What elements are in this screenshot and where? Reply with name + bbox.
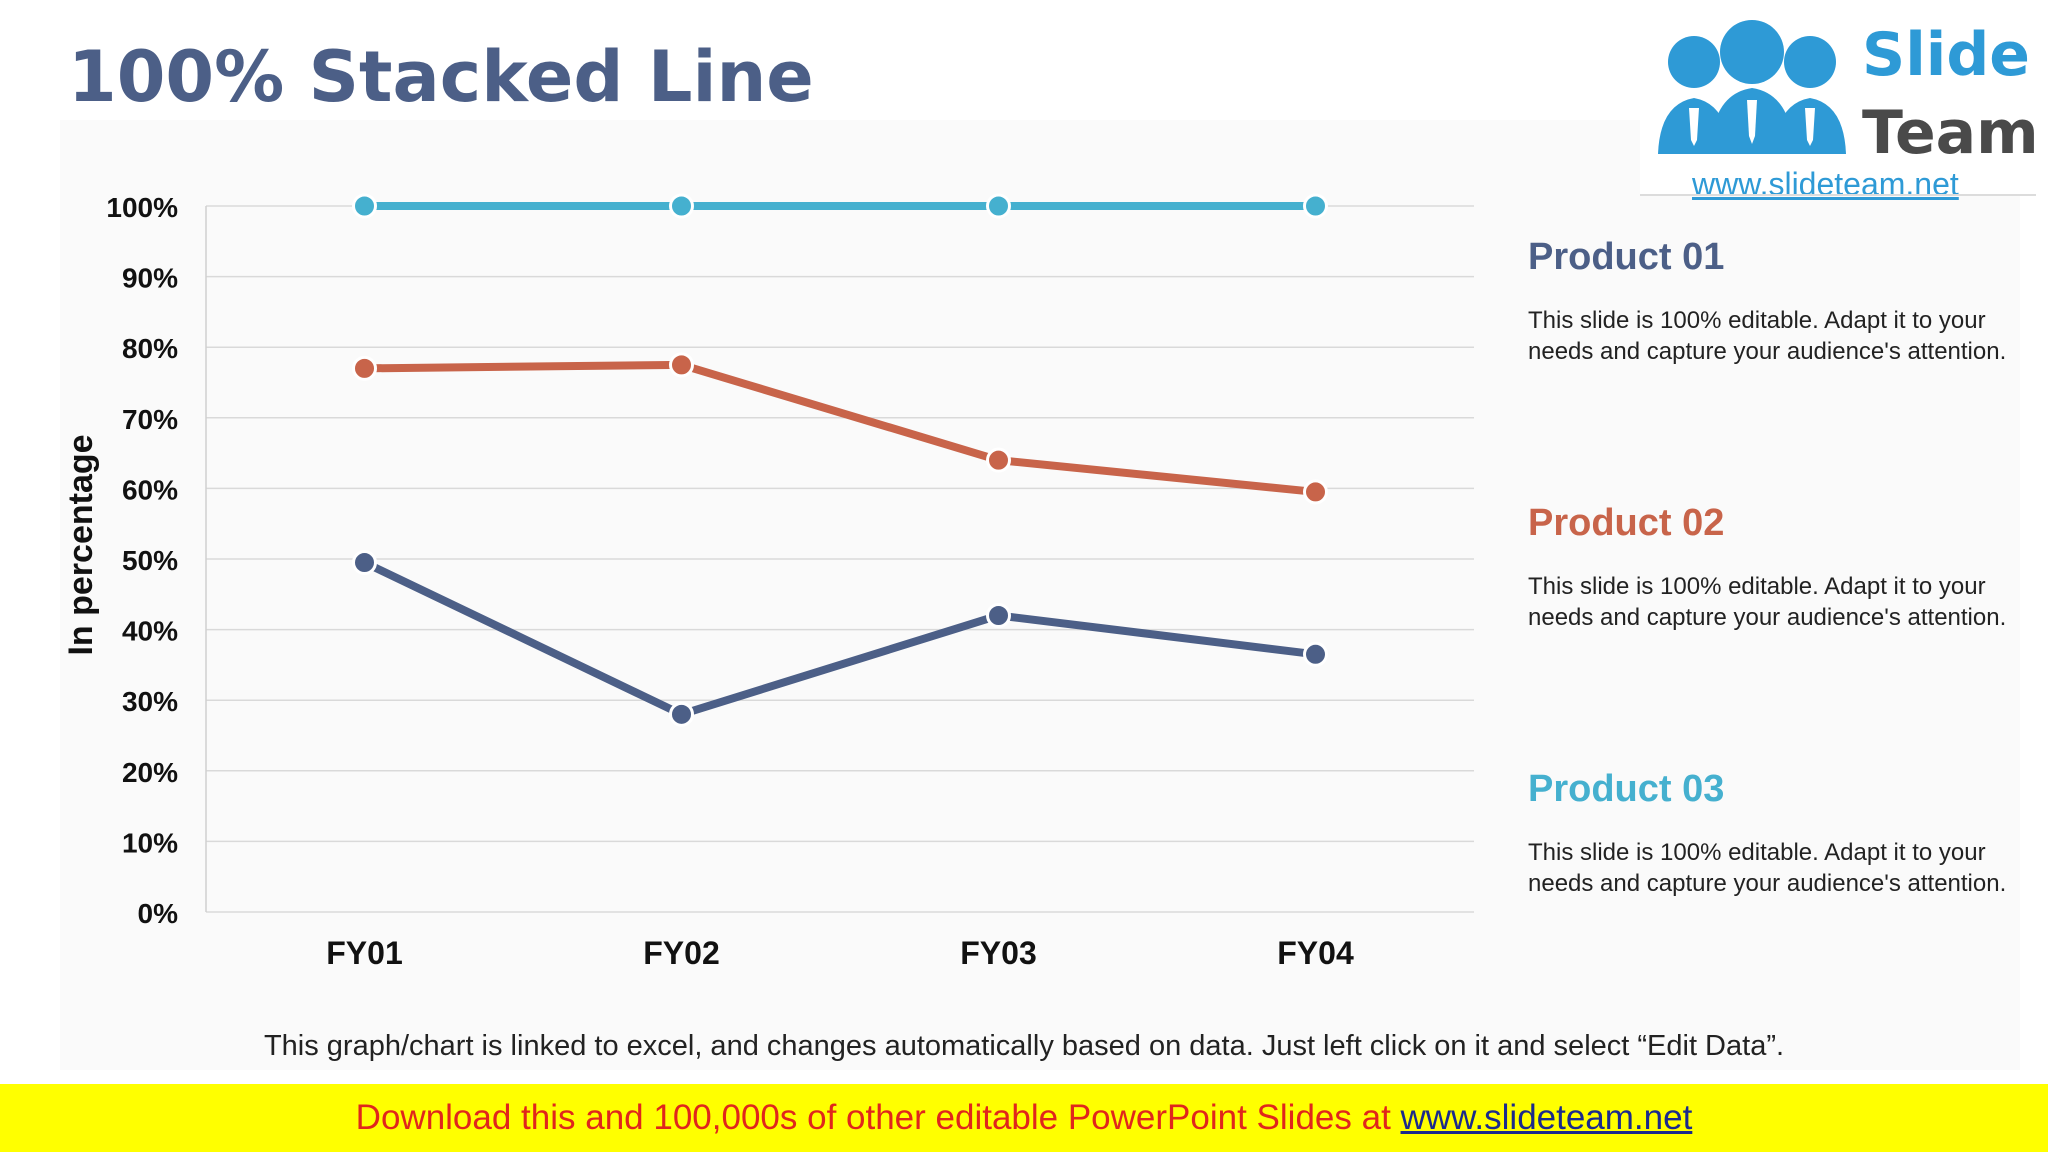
people-icon (1658, 20, 1846, 154)
y-tick-label: 0% (138, 898, 179, 929)
data-point[interactable] (669, 352, 694, 378)
banner-text: Download this and 100,000s of other edit… (355, 1098, 1401, 1137)
x-axis-ticks: FY01 FY02 FY03 FY04 (326, 935, 1354, 971)
y-tick-label: 40% (122, 616, 178, 647)
slideteam-logo[interactable]: Slide Team www.slideteam.net (1640, 6, 2039, 202)
x-tick-label: FY02 (643, 935, 719, 971)
data-point[interactable] (1303, 641, 1328, 667)
data-point[interactable] (986, 447, 1011, 473)
logo-divider (1640, 194, 2036, 196)
data-point[interactable] (986, 193, 1011, 219)
product-03-name: Product 03 (1528, 768, 1725, 810)
y-axis-ticks: 0% 10% 20% 30% 40% 50% 60% 70% 80% 90% 100% (106, 192, 178, 929)
data-point[interactable] (669, 193, 694, 219)
data-point[interactable] (669, 701, 694, 727)
grid-lines (205, 205, 1474, 913)
y-tick-label: 80% (122, 333, 178, 364)
chart-footnote: This graph/chart is linked to excel, and… (263, 1030, 1785, 1062)
series-1 (352, 550, 1328, 727)
data-point[interactable] (352, 550, 377, 576)
y-tick-label: 30% (122, 686, 178, 717)
y-tick-label: 20% (122, 757, 178, 788)
y-axis-label: In percentage (62, 434, 100, 655)
product-01-name: Product 01 (1528, 236, 1725, 278)
product-01-block: Product 01 This slide is 100% editable. … (1528, 236, 2028, 367)
stacked-line-chart[interactable]: 0%10%20%30%40%50%60%70%80%90%100% FY01 FY… (0, 0, 1500, 1000)
logo-brand-bottom: Team (1862, 98, 2039, 168)
y-tick-label: 60% (122, 474, 178, 505)
product-01-description: This slide is 100% editable. Adapt it to… (1528, 307, 2007, 365)
series-2 (352, 352, 1328, 505)
series-line (360, 360, 1320, 496)
x-tick-label: FY03 (960, 935, 1036, 971)
series-3 (352, 193, 1328, 219)
product-03-description: This slide is 100% editable. Adapt it to… (1528, 839, 2007, 897)
logo-url-link[interactable]: www.slideteam.net (1692, 166, 1959, 202)
series-lines (352, 193, 1328, 727)
download-banner: Download this and 100,000s of other edit… (0, 1084, 2048, 1152)
y-tick-label: 70% (122, 404, 178, 435)
y-tick-label: 90% (122, 263, 178, 294)
data-point[interactable] (1303, 479, 1328, 505)
series-line (360, 558, 1320, 719)
data-point[interactable] (1303, 193, 1328, 219)
x-tick-label: FY04 (1277, 935, 1354, 971)
y-tick-label: 10% (122, 827, 178, 858)
y-tick-label: 100% (106, 192, 178, 223)
y-tick-label: 50% (122, 545, 178, 576)
data-point[interactable] (986, 602, 1011, 628)
banner-text-line: Download this and 100,000s of other edit… (0, 1098, 2048, 1138)
product-02-description: This slide is 100% editable. Adapt it to… (1528, 573, 2007, 631)
product-02-block: Product 02 This slide is 100% editable. … (1528, 502, 2028, 633)
logo-brand-top: Slide (1862, 20, 2030, 90)
banner-link[interactable]: www.slideteam.net (1400, 1098, 1693, 1137)
data-point[interactable] (352, 193, 377, 219)
data-point[interactable] (352, 355, 377, 381)
page-title: 100% Stacked Line (68, 36, 814, 118)
product-02-name: Product 02 (1528, 502, 1725, 544)
product-03-block: Product 03 This slide is 100% editable. … (1528, 768, 2028, 899)
x-tick-label: FY01 (326, 935, 402, 971)
